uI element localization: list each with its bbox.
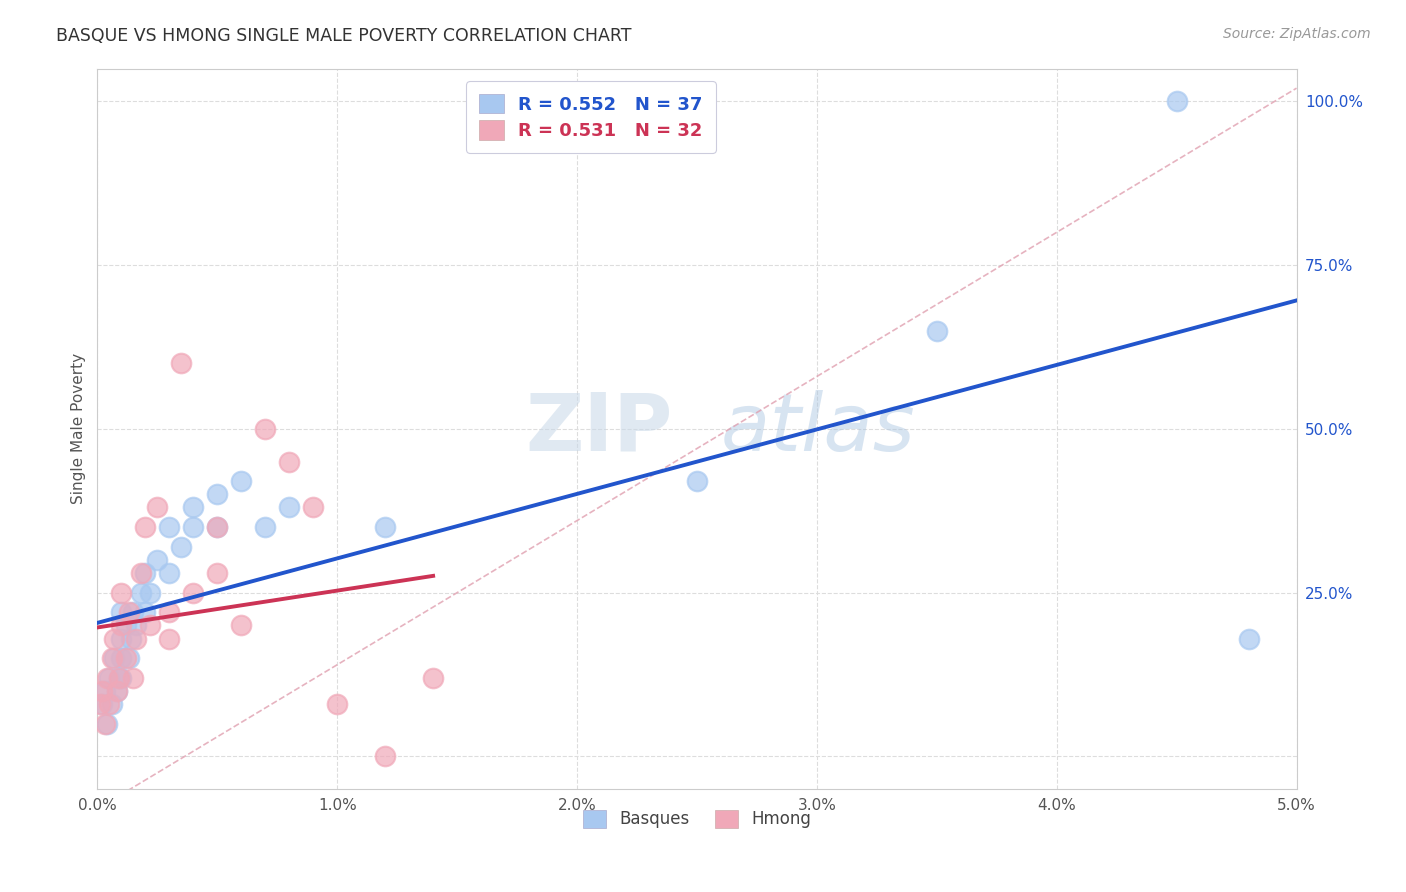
Point <box>96 671 118 685</box>
Point <box>254 520 277 534</box>
Point <box>103 632 125 646</box>
Point <box>129 585 152 599</box>
Point <box>93 716 115 731</box>
Point <box>231 475 253 489</box>
Point <box>157 605 180 619</box>
Point <box>157 566 180 580</box>
Point <box>686 475 709 489</box>
Point <box>207 566 229 580</box>
Text: ZIP: ZIP <box>526 390 673 468</box>
Point <box>108 671 131 685</box>
Point <box>110 605 132 619</box>
Point <box>100 697 122 711</box>
Point <box>122 605 145 619</box>
Point <box>105 684 128 698</box>
Point <box>91 684 114 698</box>
Point <box>925 324 948 338</box>
Point <box>422 671 444 685</box>
Point <box>134 566 156 580</box>
Point <box>146 500 169 515</box>
Point <box>374 749 396 764</box>
Point <box>110 671 132 685</box>
Point <box>134 605 156 619</box>
Text: atlas: atlas <box>721 390 915 468</box>
Point <box>302 500 325 515</box>
Point <box>181 520 204 534</box>
Point <box>207 520 229 534</box>
Point <box>110 632 132 646</box>
Point <box>181 500 204 515</box>
Point <box>278 455 301 469</box>
Point <box>115 651 138 665</box>
Point <box>139 618 162 632</box>
Point <box>326 697 349 711</box>
Point <box>139 585 162 599</box>
Point <box>110 618 132 632</box>
Point <box>103 651 125 665</box>
Text: BASQUE VS HMONG SINGLE MALE POVERTY CORRELATION CHART: BASQUE VS HMONG SINGLE MALE POVERTY CORR… <box>56 27 631 45</box>
Point <box>96 716 118 731</box>
Point <box>93 684 115 698</box>
Point <box>98 697 121 711</box>
Point <box>207 487 229 501</box>
Point <box>117 605 139 619</box>
Point <box>89 697 111 711</box>
Point <box>117 651 139 665</box>
Point <box>110 585 132 599</box>
Text: Source: ZipAtlas.com: Source: ZipAtlas.com <box>1223 27 1371 41</box>
Point <box>108 671 131 685</box>
Legend: Basques, Hmong: Basques, Hmong <box>576 803 818 835</box>
Point <box>129 566 152 580</box>
Point <box>91 697 114 711</box>
Point <box>1237 632 1260 646</box>
Point <box>157 632 180 646</box>
Point <box>105 684 128 698</box>
Point <box>157 520 180 534</box>
Point <box>125 618 148 632</box>
Point <box>254 422 277 436</box>
Point <box>374 520 396 534</box>
Point <box>98 671 121 685</box>
Point <box>100 651 122 665</box>
Point <box>278 500 301 515</box>
Point <box>122 671 145 685</box>
Point <box>134 520 156 534</box>
Point <box>170 356 193 370</box>
Point <box>125 632 148 646</box>
Point <box>231 618 253 632</box>
Y-axis label: Single Male Poverty: Single Male Poverty <box>72 353 86 505</box>
Point <box>1166 95 1188 109</box>
Point <box>181 585 204 599</box>
Point <box>110 651 132 665</box>
Point <box>120 632 142 646</box>
Point <box>170 540 193 554</box>
Point <box>146 553 169 567</box>
Point <box>207 520 229 534</box>
Point <box>115 618 138 632</box>
